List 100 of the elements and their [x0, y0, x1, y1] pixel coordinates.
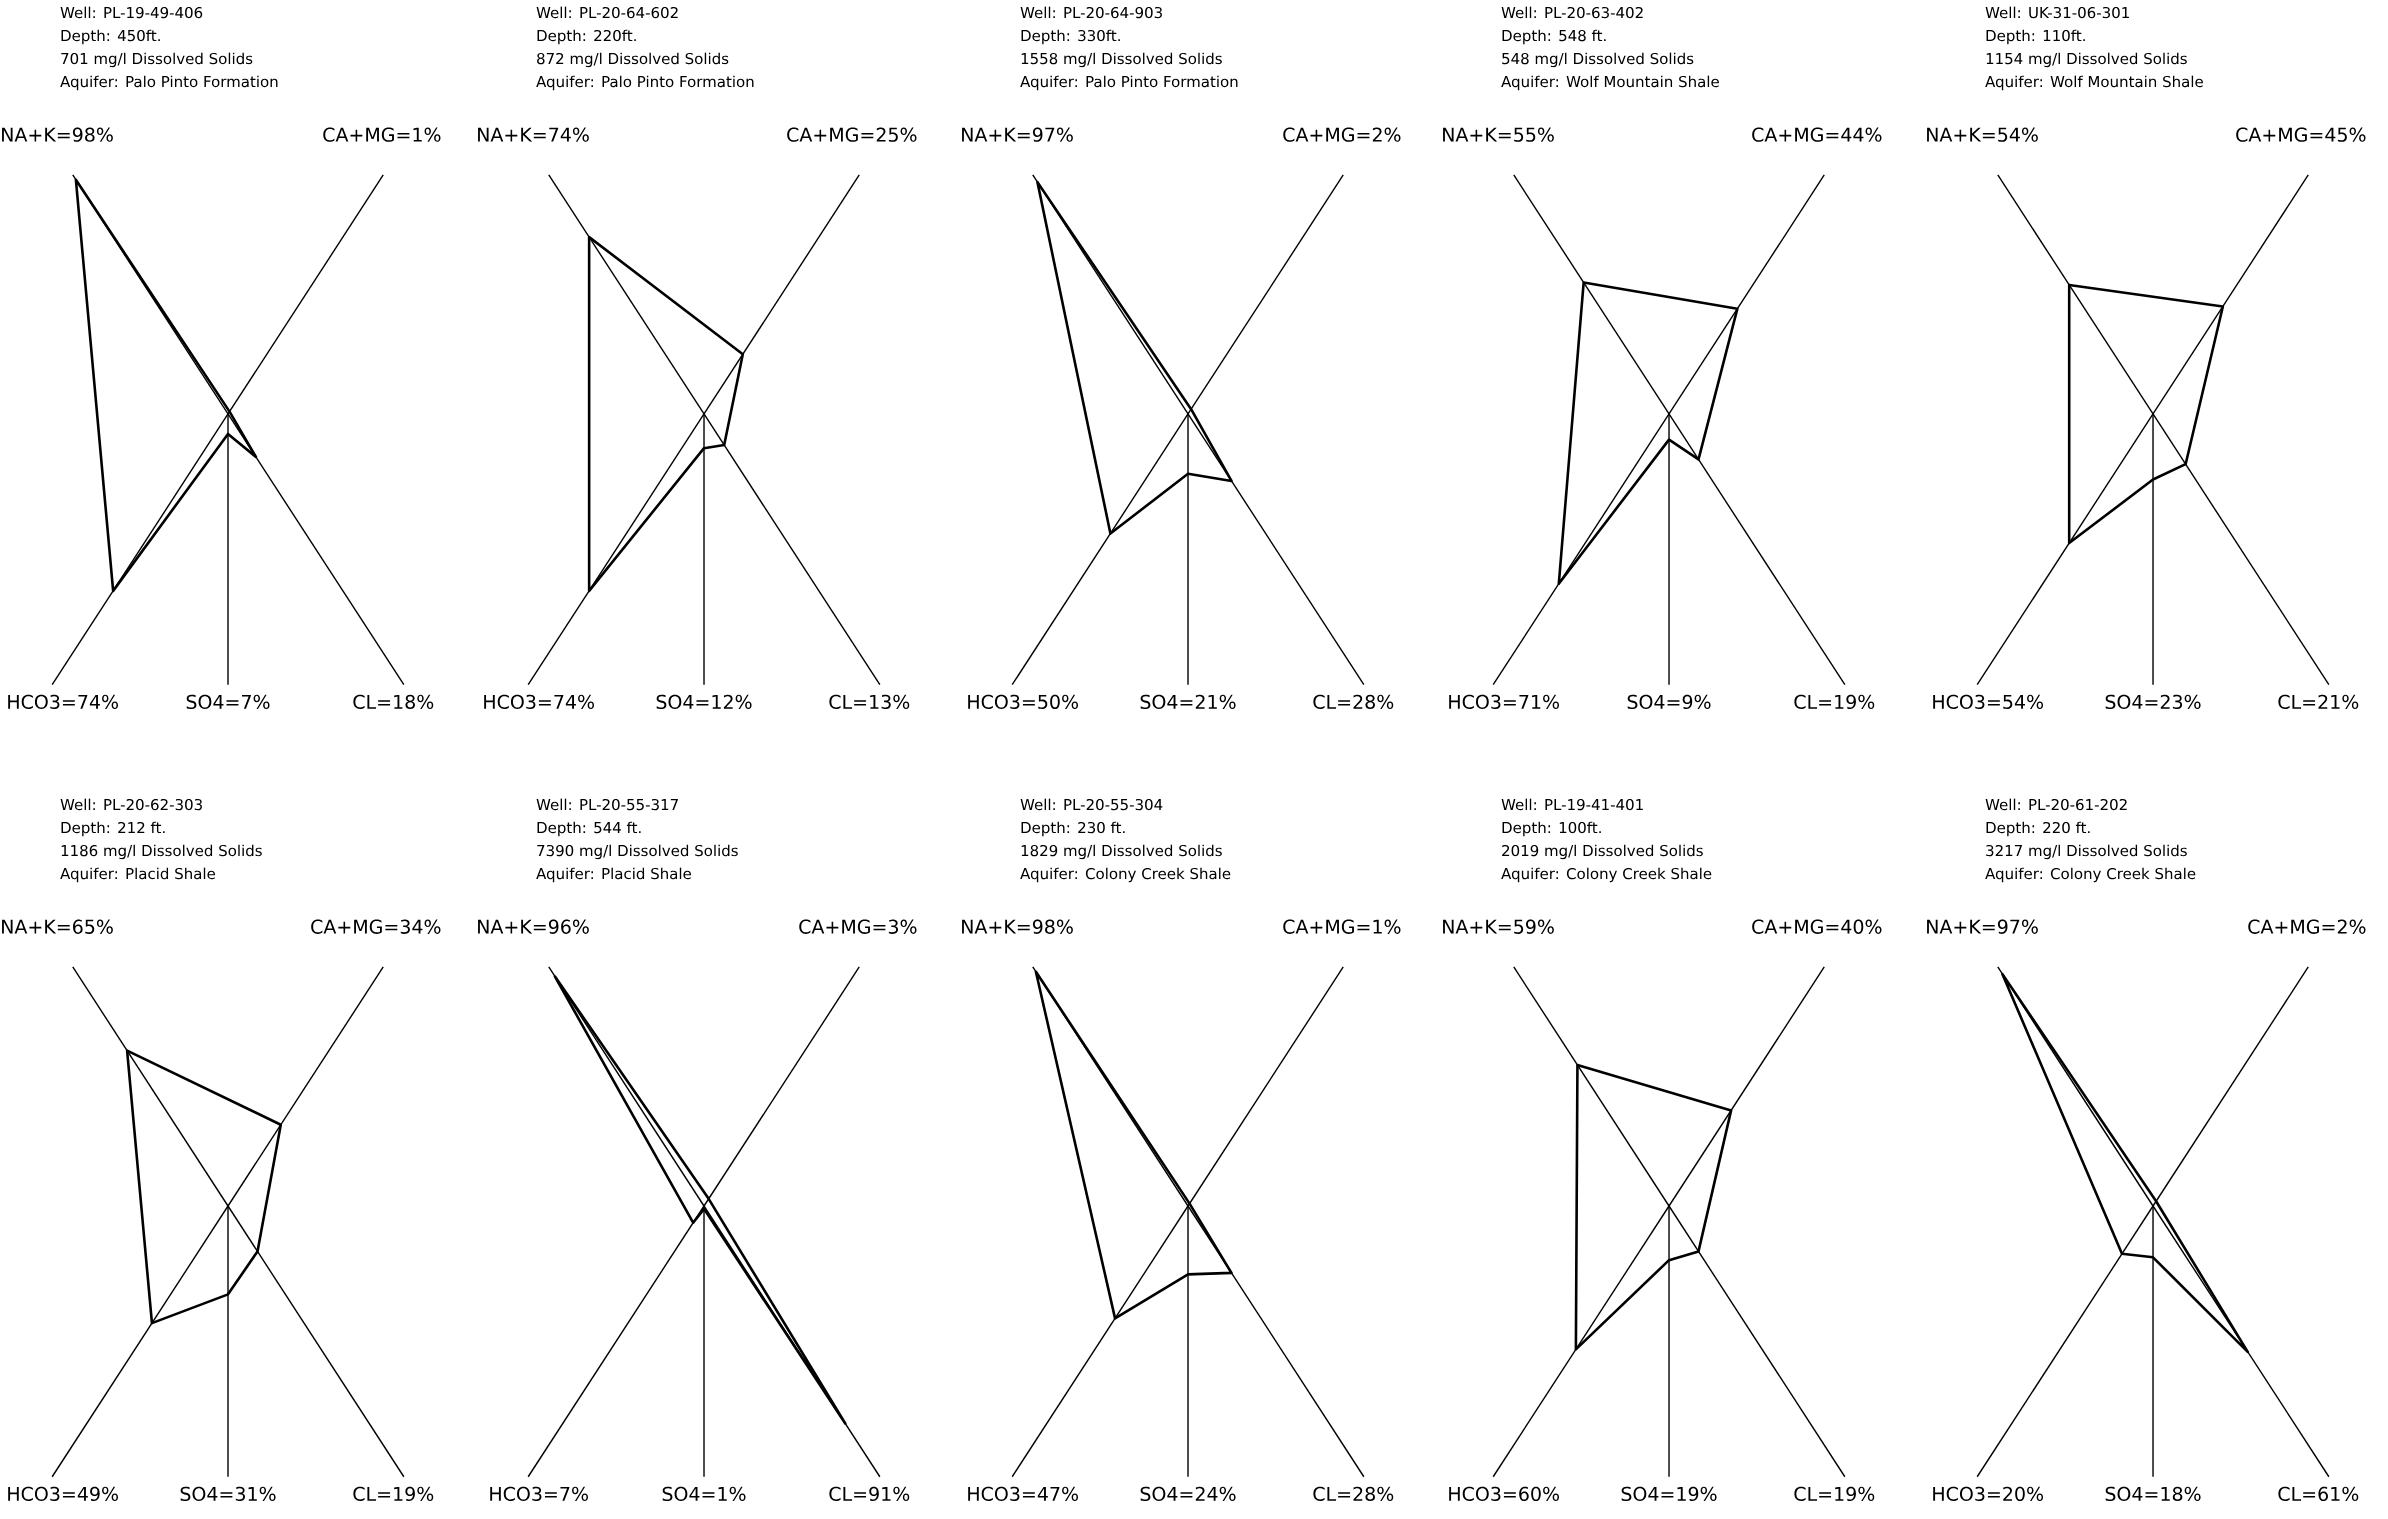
category-label: HCO3=: [8, 694, 75, 710]
text: Depth: 544 ft.: [537, 821, 641, 837]
category-label: SO4=: [2105, 694, 2158, 710]
text: Well: PL-19-49-406: [60, 6, 203, 19]
data-label: 98%: [72, 127, 113, 142]
data-label: 97%: [1032, 127, 1073, 142]
data-label: 18%: [2161, 1486, 2201, 1502]
text: Depth: 100ft.: [1502, 821, 1601, 837]
text: 3217 mg/l Dissolved Solids: [1986, 844, 2187, 860]
data-label: 2%: [2337, 919, 2366, 934]
category-label: HCO3=: [1933, 694, 2000, 710]
text: Aquifer: Palo Pinto Formation: [60, 75, 278, 91]
category-label: HCO3=: [1933, 1486, 2000, 1502]
text: Aquifer: Palo Pinto Formation: [1020, 75, 1238, 91]
data-label: 65%: [73, 919, 113, 934]
data-label: 23%: [2160, 694, 2201, 710]
category-label: NA+K=: [478, 919, 546, 934]
category-label: CL=: [1794, 694, 1832, 710]
data-label: 19%: [1835, 694, 1875, 710]
category-label: CL=: [829, 694, 867, 710]
category-label: NA+K=: [1443, 127, 1511, 142]
category-label: NA+K=: [962, 919, 1030, 934]
category-label: NA+K=: [1927, 127, 1995, 142]
data-label: 74%: [549, 127, 589, 142]
data-label: 71%: [1519, 694, 1560, 710]
data-label: 74%: [554, 694, 595, 710]
data-label: 19%: [394, 1486, 434, 1502]
text: Well: PL-20-55-304: [1020, 798, 1163, 811]
data-label: 24%: [1195, 1486, 1236, 1502]
data-label: 50%: [1038, 694, 1079, 710]
category-label: HCO3=: [484, 694, 551, 710]
text: Depth: 220ft.: [537, 29, 636, 45]
data-label: 96%: [548, 919, 589, 934]
category-label: CA+MG=: [323, 127, 410, 142]
category-label: CL=: [353, 694, 391, 710]
data-label: 54%: [2003, 694, 2044, 710]
category-label: SO4=: [186, 694, 239, 710]
text: Well: PL-20-63-402: [1501, 6, 1643, 19]
data-label: 31%: [235, 1486, 276, 1502]
category-label: CL=: [1794, 1486, 1832, 1502]
data-label: 25%: [876, 127, 917, 142]
data-label: 21%: [1195, 694, 1236, 710]
category-label: SO4=: [2105, 1486, 2158, 1502]
category-label: HCO3=: [490, 1486, 557, 1502]
text: 1829 mg/l Dissolved Solids: [1021, 844, 1222, 860]
category-label: CA+MG=: [1752, 919, 1839, 934]
data-label: 98%: [1032, 919, 1073, 934]
category-label: CA+MG=: [1283, 127, 1370, 142]
data-label: 7%: [560, 1486, 588, 1502]
text: Depth: 548 ft.: [1502, 29, 1606, 45]
data-label: 21%: [2318, 694, 2359, 710]
data-label: 44%: [1841, 127, 1882, 142]
category-label: CA+MG=: [1283, 919, 1370, 934]
data-label: 1%: [1373, 919, 1401, 934]
data-label: 74%: [78, 694, 119, 710]
data-label: 59%: [1514, 919, 1554, 934]
text: Depth: 212 ft.: [61, 821, 165, 837]
data-label: 9%: [1682, 694, 1711, 710]
data-label: 28%: [1353, 1486, 1394, 1502]
data-label: 45%: [2325, 127, 2366, 142]
data-label: 18%: [394, 694, 434, 710]
category-label: CA+MG=: [1752, 127, 1839, 142]
category-label: SO4=: [1627, 694, 1680, 710]
text: 2019 mg/l Dissolved Solids: [1502, 844, 1703, 860]
data-label: 3%: [888, 919, 917, 934]
category-label: CA+MG=: [787, 127, 874, 142]
text: Aquifer: Colony Creek Shale: [1985, 867, 2196, 883]
text: 1186 mg/l Dissolved Solids: [61, 844, 262, 860]
category-label: CL=: [353, 1486, 391, 1502]
category-label: NA+K=: [478, 127, 546, 142]
category-label: NA+K=: [1443, 919, 1511, 934]
text: Aquifer: Placid Shale: [60, 867, 216, 883]
data-label: 1%: [413, 127, 441, 142]
category-label: CA+MG=: [799, 919, 886, 934]
data-label: 91%: [869, 1486, 910, 1502]
category-label: SO4=: [1140, 1486, 1193, 1502]
category-label: SO4=: [180, 1486, 233, 1502]
text: Well: PL-20-64-903: [1020, 6, 1162, 19]
text: Well: PL-20-64-602: [536, 6, 678, 19]
category-label: HCO3=: [968, 1486, 1035, 1502]
data-label: 34%: [400, 919, 441, 934]
text: Aquifer: Palo Pinto Formation: [536, 75, 754, 91]
data-label: 47%: [1037, 1486, 1079, 1502]
text: Well: PL-20-55-317: [536, 798, 678, 811]
text: Depth: 220 ft.: [1986, 821, 2090, 837]
category-label: CL=: [829, 1486, 867, 1502]
data-label: 61%: [2318, 1486, 2359, 1502]
data-label: 55%: [1514, 127, 1554, 142]
data-label: 1%: [718, 1486, 746, 1502]
text: Well: PL-20-62-303: [60, 798, 202, 811]
text: 548 mg/l Dissolved Solids: [1502, 52, 1694, 68]
text: Aquifer: Wolf Mountain Shale: [1985, 75, 2203, 91]
data-label: 20%: [2003, 1486, 2044, 1502]
data-label: 40%: [1841, 919, 1882, 934]
category-label: SO4=: [662, 1486, 715, 1502]
data-label: 54%: [1998, 127, 2038, 142]
data-label: 97%: [1997, 919, 2038, 934]
text: Well: PL-19-41-401: [1501, 798, 1643, 811]
category-label: NA+K=: [1927, 919, 1995, 934]
text: Depth: 330ft.: [1021, 29, 1120, 45]
